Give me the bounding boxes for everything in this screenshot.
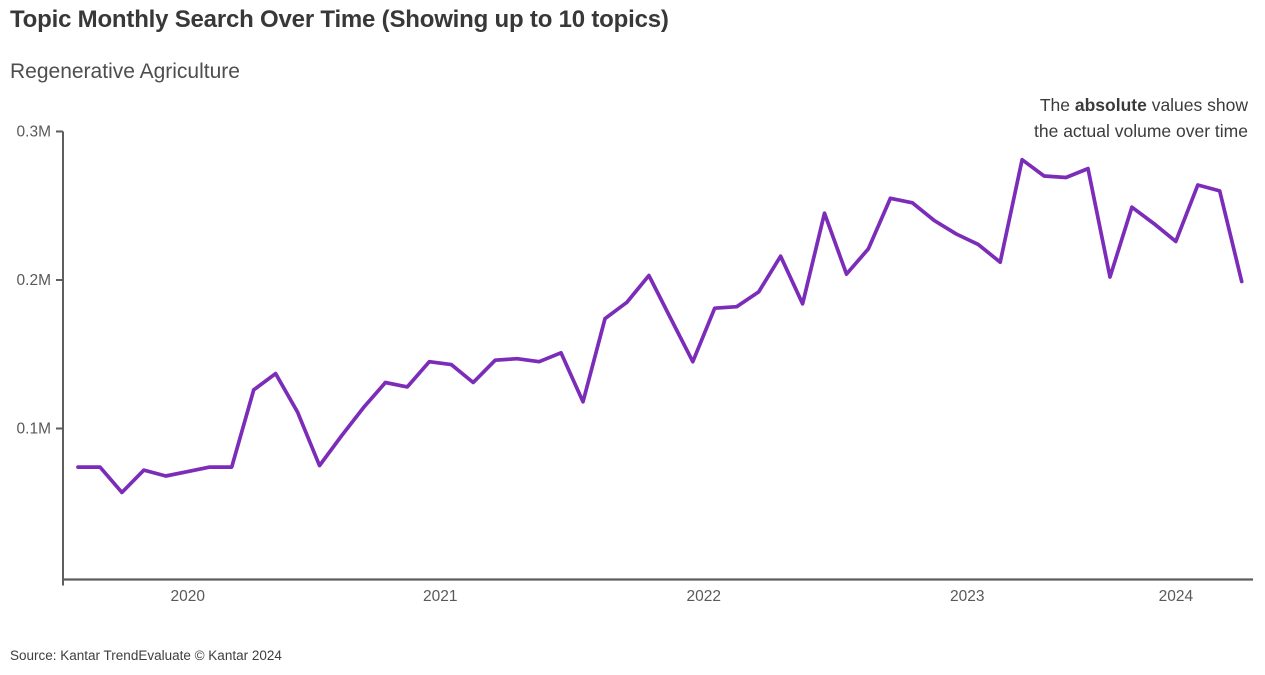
annotation-line1: The absolute values show bbox=[1034, 92, 1248, 118]
x-tick-label: 2022 bbox=[687, 588, 721, 605]
y-tick-label: 0.1M bbox=[17, 421, 51, 438]
y-tick-label: 0.3M bbox=[17, 124, 51, 141]
y-tick-label: 0.2M bbox=[17, 272, 51, 289]
annotation: The absolute values show the actual volu… bbox=[1034, 92, 1248, 144]
source-note: Source: Kantar TrendEvaluate © Kantar 20… bbox=[10, 648, 282, 663]
annotation-bold-text: absolute bbox=[1074, 95, 1147, 115]
x-tick-label: 2024 bbox=[1159, 588, 1194, 605]
series-line-regenerative-agriculture bbox=[76, 157, 1244, 495]
annotation-text: The bbox=[1039, 95, 1075, 115]
annotation-line2: the actual volume over time bbox=[1034, 121, 1248, 141]
x-tick-label: 2021 bbox=[423, 588, 457, 605]
x-tick-label: 2020 bbox=[171, 588, 206, 605]
chart-subtitle: Regenerative Agriculture bbox=[10, 60, 240, 83]
chart-title: Topic Monthly Search Over Time (Showing … bbox=[10, 6, 669, 33]
annotation-text: values show bbox=[1146, 95, 1248, 115]
x-tick-label: 2023 bbox=[950, 588, 984, 605]
